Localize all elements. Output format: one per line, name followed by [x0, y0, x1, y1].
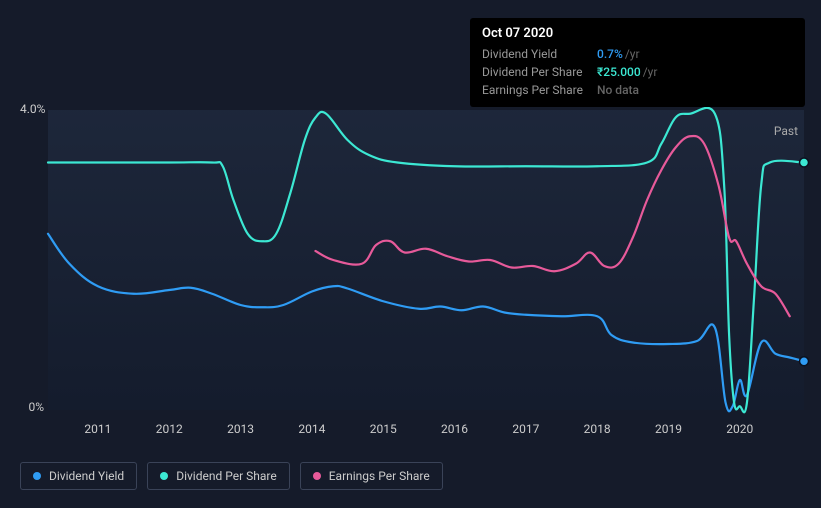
x-tick-label: 2017	[512, 422, 539, 436]
legend-item[interactable]: Dividend Yield	[20, 462, 137, 490]
series-end-dot-dividend_per_share	[800, 158, 809, 167]
tooltip-date: Oct 07 2020	[482, 26, 793, 41]
past-label: Past	[774, 124, 798, 138]
tooltip-row-value: 0.7%	[597, 47, 623, 61]
series-dividend_yield	[48, 234, 804, 411]
x-tick-label: 2011	[84, 422, 111, 436]
tooltip-row-unit: /yr	[625, 47, 640, 61]
chart-area: Past 4.0% 0% 201120122013201420152016201…	[48, 100, 804, 420]
series-dividend_per_share	[48, 108, 804, 412]
series-end-dot-dividend_yield	[800, 357, 809, 366]
legend-item[interactable]: Earnings Per Share	[300, 462, 443, 490]
tooltip-row-label: Dividend Per Share	[482, 65, 597, 79]
tooltip-row-value: No data	[597, 83, 639, 97]
chart-svg	[48, 110, 804, 410]
x-tick-label: 2014	[298, 422, 325, 436]
legend-dot-icon	[313, 472, 321, 480]
x-axis-labels: 2011 2012 2013 2014 2015 2016 2017 2018 2019 2020	[48, 422, 804, 442]
tooltip-panel: Oct 07 2020 Dividend Yield0.7% /yrDivide…	[470, 18, 805, 107]
legend: Dividend Yield Dividend Per Share Earnings…	[20, 462, 443, 490]
x-tick-label: 2016	[441, 422, 468, 436]
x-tick-label: 2020	[726, 422, 753, 436]
tooltip-row-label: Earnings Per Share	[482, 83, 597, 97]
x-tick-label: 2019	[655, 422, 682, 436]
tooltip-row: Earnings Per ShareNo data	[482, 81, 793, 99]
series-earnings_per_share	[315, 136, 789, 316]
legend-label: Dividend Yield	[49, 469, 124, 483]
legend-label: Dividend Per Share	[176, 469, 277, 483]
tooltip-row: Dividend Yield0.7% /yr	[482, 45, 793, 63]
tooltip-row-unit: /yr	[643, 65, 658, 79]
x-tick-label: 2015	[370, 422, 397, 436]
tooltip-row: Dividend Per Share₹25.000 /yr	[482, 63, 793, 81]
tooltip-row-value: ₹25.000	[597, 65, 641, 79]
x-tick-label: 2013	[227, 422, 254, 436]
legend-label: Earnings Per Share	[329, 469, 430, 483]
x-tick-label: 2012	[156, 422, 183, 436]
legend-item[interactable]: Dividend Per Share	[147, 462, 290, 490]
legend-dot-icon	[160, 472, 168, 480]
y-tick-min: 0%	[20, 400, 44, 414]
legend-dot-icon	[33, 472, 41, 480]
x-tick-label: 2018	[584, 422, 611, 436]
tooltip-row-label: Dividend Yield	[482, 47, 597, 61]
y-tick-max: 4.0%	[20, 102, 44, 116]
